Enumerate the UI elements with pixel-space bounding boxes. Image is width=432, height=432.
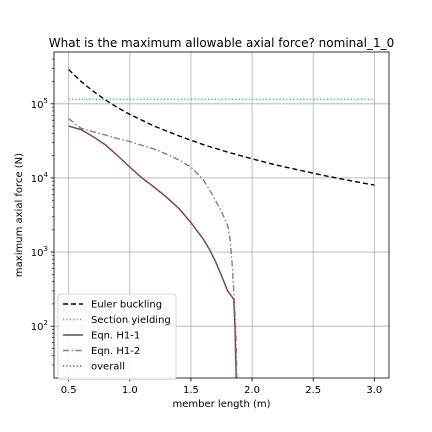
legend-entry-label: Eqn. H1-1 xyxy=(91,331,140,342)
legend-box xyxy=(57,293,177,380)
y-tick-exponent: 5 xyxy=(44,97,48,105)
legend-entry-label: Section yielding xyxy=(91,315,171,326)
legend-entry-label: Eqn. H1-2 xyxy=(91,346,140,357)
legend-entry-label: Euler buckling xyxy=(91,300,162,311)
x-tick-label: 1.5 xyxy=(183,385,199,396)
y-tick-label: 105 xyxy=(31,97,48,111)
series-line-euler-buckling xyxy=(68,69,375,186)
y-tick-exponent: 3 xyxy=(44,245,48,253)
y-tick-base: 10 xyxy=(31,322,44,333)
x-axis: 0.5 1.0 1.5 2.0 2.5 3.0 xyxy=(61,378,382,396)
x-axis-label: member length (m) xyxy=(172,399,270,410)
series-layer xyxy=(68,69,375,379)
y-axis-label: maximum axial force (N) xyxy=(14,153,25,277)
y-tick-label: 104 xyxy=(31,171,49,185)
legend: Euler buckling Section yielding Eqn. H1-1 E… xyxy=(57,293,177,380)
x-tick-label: 2.5 xyxy=(305,385,321,396)
chart-title: What is the maximum allowable axial forc… xyxy=(49,36,394,50)
plot-frame xyxy=(53,51,390,379)
y-tick-base: 10 xyxy=(31,100,44,111)
y-tick-label: 102 xyxy=(31,319,48,333)
x-tick-label: 0.5 xyxy=(61,385,77,396)
y-tick-exponent: 4 xyxy=(44,171,49,179)
legend-entry-label: overall xyxy=(91,362,125,373)
y-tick-base: 10 xyxy=(31,174,44,185)
y-tick-exponent: 2 xyxy=(44,319,48,327)
grid-lines xyxy=(54,52,389,378)
series-line-overall xyxy=(68,125,237,379)
x-tick-label: 1.0 xyxy=(122,385,138,396)
x-tick-label: 3.0 xyxy=(366,385,382,396)
y-tick-base: 10 xyxy=(31,248,44,259)
x-tick-label: 2.0 xyxy=(244,385,260,396)
y-tick-label: 103 xyxy=(31,245,48,259)
